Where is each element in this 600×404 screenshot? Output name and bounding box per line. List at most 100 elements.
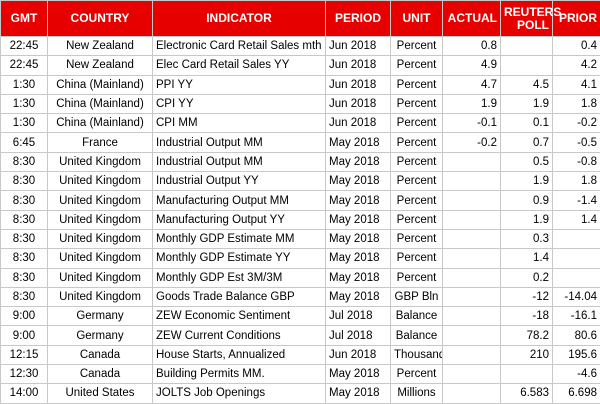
- period-cell: Jul 2018: [326, 307, 391, 326]
- indicator-cell: Industrial Output MM: [153, 152, 326, 171]
- prior-cell: 4.2: [553, 56, 600, 75]
- unit-cell: Percent: [391, 365, 443, 384]
- gmt-cell: 8:30: [1, 287, 48, 306]
- indicator-cell: Electronic Card Retail Sales mth: [153, 37, 326, 56]
- reuters-poll-cell: [501, 37, 553, 56]
- country-cell: United States: [48, 384, 153, 403]
- period-cell: Jun 2018: [326, 94, 391, 113]
- actual-cell: [443, 172, 501, 191]
- unit-cell: Percent: [391, 152, 443, 171]
- actual-cell: [443, 384, 501, 403]
- gmt-cell: 8:30: [1, 152, 48, 171]
- actual-cell: [443, 326, 501, 345]
- prior-cell: 6.698: [553, 384, 600, 403]
- indicator-cell: Industrial Output YY: [153, 172, 326, 191]
- actual-cell: [443, 307, 501, 326]
- indicator-cell: Monthly GDP Estimate YY: [153, 249, 326, 268]
- column-header: UNIT: [391, 1, 443, 37]
- unit-cell: Percent: [391, 133, 443, 152]
- unit-cell: Percent: [391, 37, 443, 56]
- indicator-cell: Manufacturing Output MM: [153, 191, 326, 210]
- country-cell: Canada: [48, 345, 153, 364]
- country-cell: New Zealand: [48, 37, 153, 56]
- gmt-cell: 22:45: [1, 37, 48, 56]
- unit-cell: Percent: [391, 172, 443, 191]
- prior-cell: 0.4: [553, 37, 600, 56]
- gmt-cell: 22:45: [1, 56, 48, 75]
- country-cell: United Kingdom: [48, 172, 153, 191]
- period-cell: Jul 2018: [326, 326, 391, 345]
- period-cell: Jun 2018: [326, 114, 391, 133]
- actual-cell: [443, 191, 501, 210]
- gmt-cell: 8:30: [1, 210, 48, 229]
- prior-cell: -16.1: [553, 307, 600, 326]
- gmt-cell: 9:00: [1, 307, 48, 326]
- gmt-cell: 8:30: [1, 249, 48, 268]
- period-cell: May 2018: [326, 133, 391, 152]
- actual-cell: -0.2: [443, 133, 501, 152]
- indicator-cell: ZEW Economic Sentiment: [153, 307, 326, 326]
- prior-cell: 195.6: [553, 345, 600, 364]
- reuters-poll-cell: 1.9: [501, 94, 553, 113]
- reuters-poll-cell: 1.9: [501, 172, 553, 191]
- reuters-poll-cell: 4.5: [501, 75, 553, 94]
- unit-cell: Percent: [391, 56, 443, 75]
- gmt-cell: 6:45: [1, 133, 48, 152]
- indicator-cell: Monthly GDP Estimate MM: [153, 229, 326, 248]
- prior-cell: -14.04: [553, 287, 600, 306]
- reuters-poll-cell: -18: [501, 307, 553, 326]
- reuters-poll-cell: -12: [501, 287, 553, 306]
- actual-cell: [443, 229, 501, 248]
- country-cell: United Kingdom: [48, 229, 153, 248]
- period-cell: May 2018: [326, 249, 391, 268]
- indicator-cell: Elec Card Retail Sales YY: [153, 56, 326, 75]
- reuters-poll-cell: 1.9: [501, 210, 553, 229]
- period-cell: May 2018: [326, 287, 391, 306]
- country-cell: Germany: [48, 326, 153, 345]
- reuters-poll-cell: 78.2: [501, 326, 553, 345]
- indicator-cell: Industrial Output MM: [153, 133, 326, 152]
- gmt-cell: 1:30: [1, 94, 48, 113]
- unit-cell: Percent: [391, 94, 443, 113]
- gmt-cell: 12:15: [1, 345, 48, 364]
- unit-cell: Percent: [391, 249, 443, 268]
- reuters-poll-cell: 210: [501, 345, 553, 364]
- indicator-cell: ZEW Current Conditions: [153, 326, 326, 345]
- column-header: INDICATOR: [153, 1, 326, 37]
- reuters-poll-cell: 1.4: [501, 249, 553, 268]
- reuters-poll-cell: [501, 365, 553, 384]
- prior-cell: -4.6: [553, 365, 600, 384]
- gmt-cell: 1:30: [1, 75, 48, 94]
- gmt-cell: 8:30: [1, 172, 48, 191]
- prior-cell: 1.4: [553, 210, 600, 229]
- indicator-cell: Manufacturing Output YY: [153, 210, 326, 229]
- country-cell: United Kingdom: [48, 287, 153, 306]
- actual-cell: [443, 268, 501, 287]
- actual-cell: [443, 345, 501, 364]
- column-header: ACTUAL: [443, 1, 501, 37]
- period-cell: May 2018: [326, 210, 391, 229]
- reuters-poll-cell: [501, 56, 553, 75]
- prior-cell: [553, 268, 600, 287]
- indicator-cell: JOLTS Job Openings: [153, 384, 326, 403]
- prior-cell: 80.6: [553, 326, 600, 345]
- prior-cell: [553, 249, 600, 268]
- country-cell: United Kingdom: [48, 210, 153, 229]
- unit-cell: Percent: [391, 191, 443, 210]
- gmt-cell: 8:30: [1, 268, 48, 287]
- unit-cell: Percent: [391, 268, 443, 287]
- prior-cell: -0.2: [553, 114, 600, 133]
